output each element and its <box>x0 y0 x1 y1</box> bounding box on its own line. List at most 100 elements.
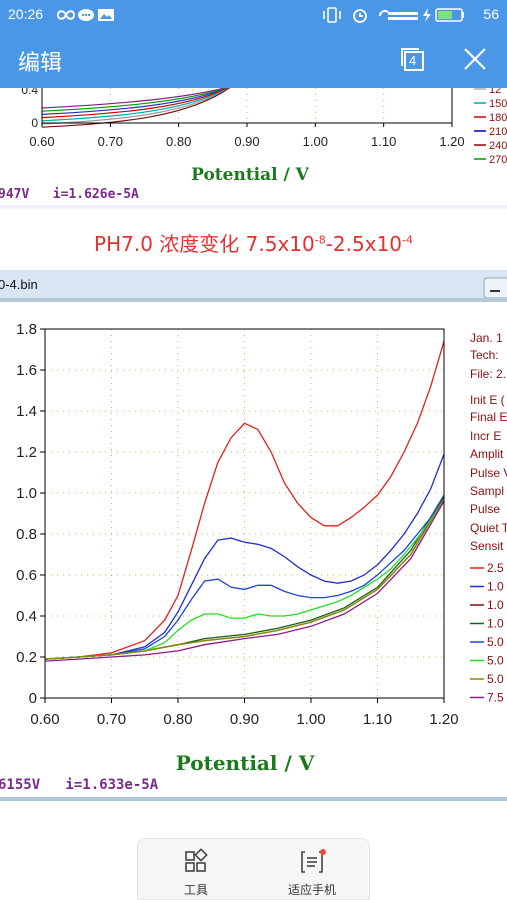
top-plot-xlabel: Potential / V <box>191 165 310 185</box>
info-line: Pulse <box>470 502 500 516</box>
app-bar: 编辑 4 <box>0 30 507 88</box>
xtick-label: 1.00 <box>296 711 325 728</box>
top-ytick: 0.4 <box>21 88 38 97</box>
top-xtick-label: 0.80 <box>166 134 191 149</box>
xtick-label: 0.70 <box>97 711 126 728</box>
info-line: Tech: <box>470 348 499 362</box>
status-left-icons <box>56 9 114 21</box>
top-legend-label: 210 <box>489 126 507 138</box>
ytick-label: 1.8 <box>16 321 37 338</box>
ytick-label: 0 <box>29 690 37 707</box>
notification-dot <box>320 849 326 855</box>
battery-icon <box>435 8 464 22</box>
top-xtick-label: 0.60 <box>29 134 54 149</box>
info-line: Quiet T <box>470 521 507 535</box>
legend-label: 7.5 <box>487 691 504 705</box>
xtick-label: 0.90 <box>230 711 259 728</box>
fit-phone-button[interactable]: 适应手机 <box>254 839 370 900</box>
tools-button[interactable]: 工具 <box>138 839 254 900</box>
page-count-badge: 4 <box>409 53 417 68</box>
series-line-3 <box>44 494 445 660</box>
top-legend-label: 150 <box>489 98 507 110</box>
close-button[interactable] <box>460 44 490 74</box>
ytick-label: 0.6 <box>16 567 37 584</box>
legend-label: 5.0 <box>487 635 504 649</box>
infinity-icon <box>56 10 76 20</box>
minimize-button[interactable] <box>483 277 507 299</box>
legend-label: 1.0 <box>487 598 504 612</box>
top-ytick: 0 <box>31 116 38 130</box>
legend-label: 5.0 <box>487 672 504 686</box>
window-bottom-border <box>0 797 507 801</box>
window-titlebar <box>0 270 507 298</box>
xtick-label: 0.60 <box>30 711 59 728</box>
xtick-label: 0.80 <box>163 711 192 728</box>
main-plot-window: 0-4.bin 0 0.2 0.4 0.6 0.8 1.0 1.2 1.4 1.6 1.8 0.6… <box>0 270 507 805</box>
main-xlabel: Potential / V <box>176 751 315 775</box>
ytick-label: 1.0 <box>16 485 37 502</box>
divider <box>0 205 507 209</box>
info-line: Pulse V <box>470 466 507 480</box>
bottom-toolbar: 工具 适应手机 <box>137 838 370 900</box>
signal-icon <box>379 10 418 20</box>
main-grid <box>45 329 444 698</box>
caption-prefix: PH7.0 浓度变化 7.5x10 <box>94 232 315 256</box>
chat-icon <box>78 9 94 21</box>
info-line: File: 2. <box>470 367 506 381</box>
info-panel: Jan. 1 Tech: File: 2. Init E (Final E Incr E… <box>470 331 507 553</box>
ytick-label: 1.2 <box>16 444 37 461</box>
top-legend-label: 270 <box>489 154 507 166</box>
page-title: 编辑 <box>18 51 63 76</box>
series-line-0 <box>44 341 445 660</box>
top-plot-legend: 12 150 180 210 240 270 <box>474 88 507 166</box>
grid-tools-icon <box>185 848 208 872</box>
info-line: Amplit <box>470 447 504 461</box>
top-plot-window: 0.4 0 0.60 0.70 0.80 0.90 1.00 1.10 1.20 12 150… <box>0 88 507 205</box>
top-curve <box>41 88 230 119</box>
xtick-label: 1.10 <box>363 711 392 728</box>
info-line: Incr E <box>470 429 501 443</box>
top-legend-label: 240 <box>489 140 507 152</box>
main-legend: 2.5 1.0 1.0 1.0 5.0 5.0 5.0 7.5 <box>470 561 504 705</box>
window-title: 0-4.bin <box>0 277 38 292</box>
top-plot-curves <box>41 88 231 128</box>
legend-label: 1.0 <box>487 617 504 631</box>
top-legend-label: 12 <box>489 88 501 96</box>
top-xtick-label: 1.10 <box>371 134 396 149</box>
series-line-6 <box>44 498 445 660</box>
top-xtick-label: 0.70 <box>98 134 123 149</box>
ytick-label: 0.4 <box>16 608 37 625</box>
series-line-1 <box>44 453 445 660</box>
top-curve <box>41 88 230 122</box>
series-line-7 <box>44 500 445 662</box>
fit-screen-icon <box>301 849 326 873</box>
info-line: Sampl <box>470 484 504 498</box>
page-count-button[interactable]: 4 <box>398 44 428 74</box>
caption-exp2: -4 <box>402 233 413 247</box>
main-chart: 0-4.bin 0 0.2 0.4 0.6 0.8 1.0 1.2 1.4 1.6 1.8 0.6… <box>0 270 507 801</box>
status-time: 20:26 <box>8 6 44 22</box>
ytick-label: 0.2 <box>16 649 37 666</box>
top-xtick-label: 1.20 <box>439 134 464 149</box>
close-icon <box>464 48 486 70</box>
ytick-label: 1.6 <box>16 362 37 379</box>
main-xticks: 0.60 0.70 0.80 0.90 1.00 1.10 1.20 <box>30 698 459 728</box>
image-caption: PH7.0 浓度变化 7.5x10-8-2.5x10-4 <box>0 228 507 257</box>
fit-phone-label: 适应手机 <box>287 883 336 897</box>
pages-icon <box>401 48 424 71</box>
main-yticks: 0 0.2 0.4 0.6 0.8 1.0 1.2 1.4 1.6 1.8 <box>16 321 45 707</box>
titlebar-border <box>0 298 507 302</box>
info-line: Init E ( <box>470 393 505 407</box>
status-bar: 20:26 <box>0 0 507 30</box>
top-curve <box>41 88 228 112</box>
image-icon <box>98 9 114 21</box>
caption-exp1: -8 <box>314 233 326 247</box>
vibrate-icon <box>323 7 341 23</box>
top-curve <box>41 88 231 128</box>
info-line: Sensit <box>470 539 504 553</box>
top-curve <box>41 88 229 115</box>
top-xtick-label: 1.00 <box>303 134 328 149</box>
xtick-label: 1.20 <box>429 711 458 728</box>
ytick-label: 1.4 <box>16 403 37 420</box>
top-xtick-label: 0.90 <box>234 134 259 149</box>
